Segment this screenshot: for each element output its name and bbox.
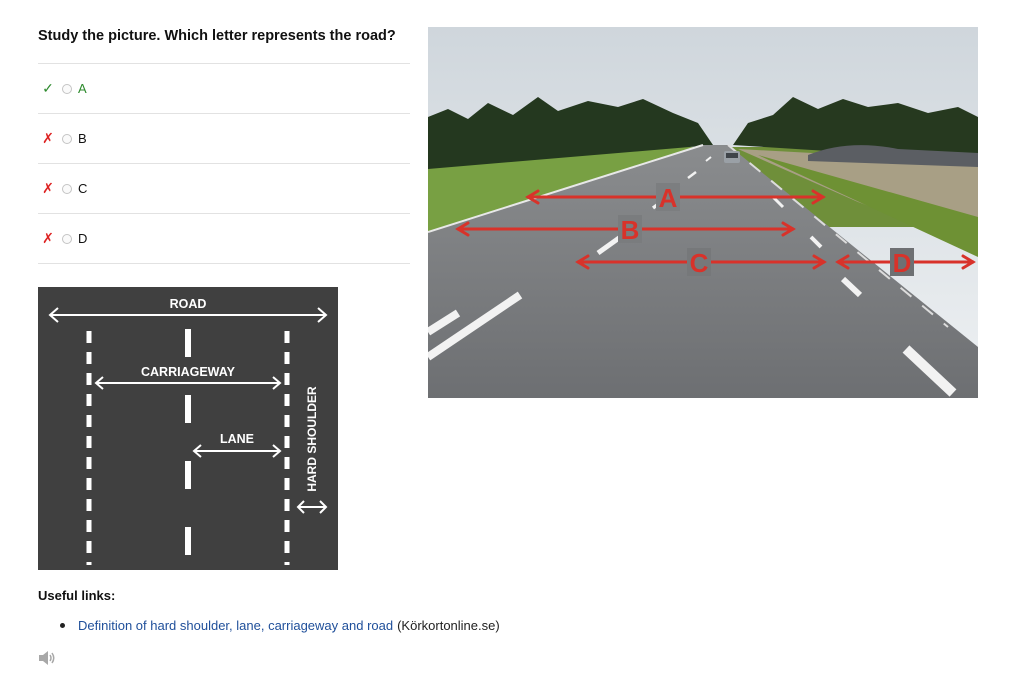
road-label: ROAD [170, 297, 207, 311]
useful-links-list: Definition of hard shoulder, lane, carri… [60, 618, 500, 633]
option-c[interactable]: ✗ C [38, 164, 410, 214]
hard-shoulder-label: HARD SHOULDER [305, 386, 319, 492]
option-label: B [78, 131, 87, 146]
check-icon: ✓ [42, 80, 54, 96]
option-label: A [78, 81, 87, 96]
bullet-icon [60, 623, 65, 628]
photo-label-d: D [893, 248, 912, 278]
radio-b[interactable] [62, 133, 72, 144]
radio-a[interactable] [62, 83, 72, 94]
photo-label-a: A [659, 183, 678, 213]
road-terms-diagram: ROAD CARRIAGEWAY LANE HARD SHOULDER [38, 287, 338, 570]
answer-options: ✓ A ✗ B ✗ C ✗ D [38, 63, 410, 264]
photo-label-c: C [690, 248, 709, 278]
lane-label: LANE [220, 432, 254, 446]
definition-link[interactable]: Definition of hard shoulder, lane, carri… [78, 618, 394, 633]
cross-icon: ✗ [42, 230, 54, 246]
radio-d[interactable] [62, 233, 72, 244]
link-source: (Körkortonline.se) [397, 618, 500, 633]
list-item: Definition of hard shoulder, lane, carri… [60, 618, 500, 633]
option-label: C [78, 181, 88, 196]
question-text: Study the picture. Which letter represen… [38, 28, 396, 44]
photo-label-b: B [621, 215, 640, 245]
useful-links-heading: Useful links: [38, 588, 116, 603]
option-b[interactable]: ✗ B [38, 114, 410, 164]
cross-icon: ✗ [42, 180, 54, 196]
radio-c[interactable] [62, 183, 72, 194]
option-label: D [78, 231, 88, 246]
option-a[interactable]: ✓ A [38, 64, 410, 114]
speaker-icon[interactable] [37, 649, 57, 667]
option-d[interactable]: ✗ D [38, 214, 410, 264]
road-photo: A B C D [428, 27, 978, 398]
cross-icon: ✗ [42, 130, 54, 146]
carriageway-label: CARRIAGEWAY [141, 365, 236, 379]
